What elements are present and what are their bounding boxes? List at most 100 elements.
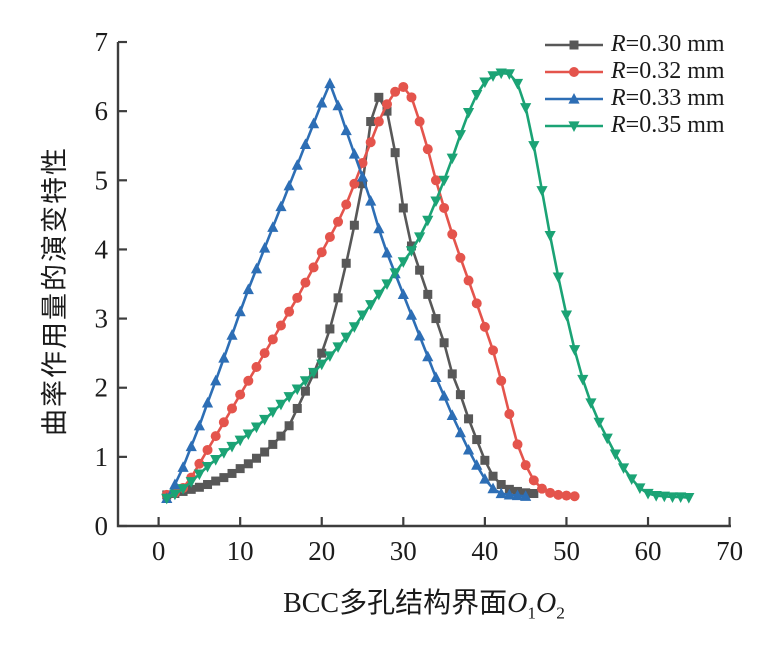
series-marker-3 (267, 407, 279, 418)
series-marker-0 (382, 106, 392, 116)
series-marker-2 (226, 329, 238, 340)
series-marker-2 (218, 351, 230, 363)
legend-label-var: R (611, 85, 626, 111)
series-marker-1 (235, 389, 246, 400)
series-marker-3 (675, 492, 687, 503)
series-marker-2 (503, 488, 515, 500)
series-marker-0 (317, 348, 327, 358)
series-marker-1 (463, 275, 474, 286)
series-marker-3 (340, 332, 352, 344)
series-marker-1 (227, 403, 238, 414)
series-marker-3 (414, 232, 426, 243)
series-marker-3 (397, 257, 409, 268)
x-axis-title: BCC多孔结构界面O1O2 (118, 581, 730, 624)
series-marker-0 (488, 471, 498, 481)
series-marker-1 (349, 178, 360, 189)
series-marker-2 (267, 221, 279, 232)
series-marker-3 (307, 367, 320, 379)
series-marker-3 (520, 103, 532, 114)
legend-label-rest: =0.30 mm (625, 31, 725, 57)
series-marker-3 (193, 469, 205, 481)
series-marker-0 (406, 241, 416, 251)
series-marker-3 (291, 384, 303, 396)
series-marker-3 (177, 484, 189, 495)
series-marker-1 (528, 475, 539, 486)
series-marker-3 (201, 461, 214, 473)
series-marker-3 (316, 359, 328, 371)
series-marker-2 (283, 179, 295, 191)
x-tick-label: 30 (390, 536, 417, 566)
legend-item-1: R=0.32 mm (543, 58, 725, 85)
series-marker-3 (609, 449, 621, 461)
legend-label-var: R (611, 31, 626, 57)
series-marker-1 (561, 490, 572, 501)
series-marker-2 (324, 77, 336, 89)
legend-marker-3 (568, 120, 580, 132)
y-tick-label: 3 (95, 304, 109, 334)
legend-key-triangle-down-icon (545, 120, 603, 132)
series-marker-0 (333, 293, 343, 303)
legend: R=0.30 mm R=0.32 mm R=0.33 mm R=0.35 mm (543, 31, 725, 139)
series-marker-2 (438, 390, 450, 401)
series-marker-0 (496, 480, 506, 490)
series-marker-0 (194, 482, 204, 492)
x-axis-title-sub1: 1 (527, 603, 537, 623)
series-marker-3 (169, 489, 181, 501)
series-marker-2 (356, 170, 369, 182)
series-marker-3 (218, 448, 230, 459)
series-marker-3 (275, 399, 287, 411)
series-marker-1 (569, 491, 580, 502)
series-marker-2 (487, 482, 499, 494)
series-marker-1 (324, 231, 335, 242)
legend-label: R=0.30 mm (611, 31, 725, 58)
legend-item-2: R=0.33 mm (543, 85, 725, 112)
series-marker-2 (471, 459, 483, 470)
series-marker-1 (292, 292, 303, 303)
y-tick-label: 1 (95, 442, 109, 472)
series-marker-3 (642, 488, 654, 500)
x-tick-label: 20 (308, 536, 335, 566)
x-tick-label: 60 (635, 536, 662, 566)
series-marker-2 (414, 329, 426, 341)
series-marker-3 (389, 268, 401, 279)
legend-key-square-icon (545, 40, 603, 49)
series-marker-2 (291, 159, 303, 170)
x-tick-label: 70 (716, 536, 743, 566)
series-marker-3 (242, 429, 254, 441)
series-marker-1 (373, 116, 384, 127)
legend-marker-0 (569, 40, 579, 49)
series-marker-3 (585, 398, 597, 409)
legend-key-triangle-up-icon (545, 92, 603, 104)
series-marker-1 (479, 321, 490, 332)
series-marker-0 (480, 455, 490, 465)
series-marker-3 (503, 69, 515, 80)
series-marker-3 (454, 130, 467, 141)
series-marker-0 (227, 468, 237, 478)
series-marker-3 (552, 272, 564, 284)
legend-label-rest: =0.35 mm (625, 112, 725, 138)
x-axis-title-text: BCC多孔结构界面 (283, 588, 508, 619)
series-marker-3 (471, 89, 483, 101)
series-marker-1 (430, 175, 441, 186)
legend-marker-2 (568, 92, 580, 104)
series-marker-1 (406, 92, 417, 103)
series-marker-3 (544, 231, 556, 242)
series-marker-1 (194, 458, 205, 469)
series-marker-2 (307, 117, 320, 129)
y-tick-label: 7 (95, 27, 109, 57)
series-marker-3 (299, 376, 312, 387)
series-marker-1 (545, 487, 556, 498)
series-marker-3 (528, 141, 540, 152)
series-marker-0 (341, 258, 351, 268)
series-marker-0 (284, 421, 294, 431)
series-marker-0 (211, 476, 221, 486)
x-axis-title-var1: O (507, 588, 528, 619)
series-marker-2 (405, 309, 418, 320)
series-marker-1 (308, 262, 319, 273)
series-marker-2 (210, 374, 222, 386)
series-marker-1 (398, 81, 409, 92)
series-marker-3 (430, 196, 442, 208)
legend-label-var: R (611, 58, 626, 84)
series-marker-3 (446, 153, 458, 165)
series-marker-2 (365, 195, 377, 206)
